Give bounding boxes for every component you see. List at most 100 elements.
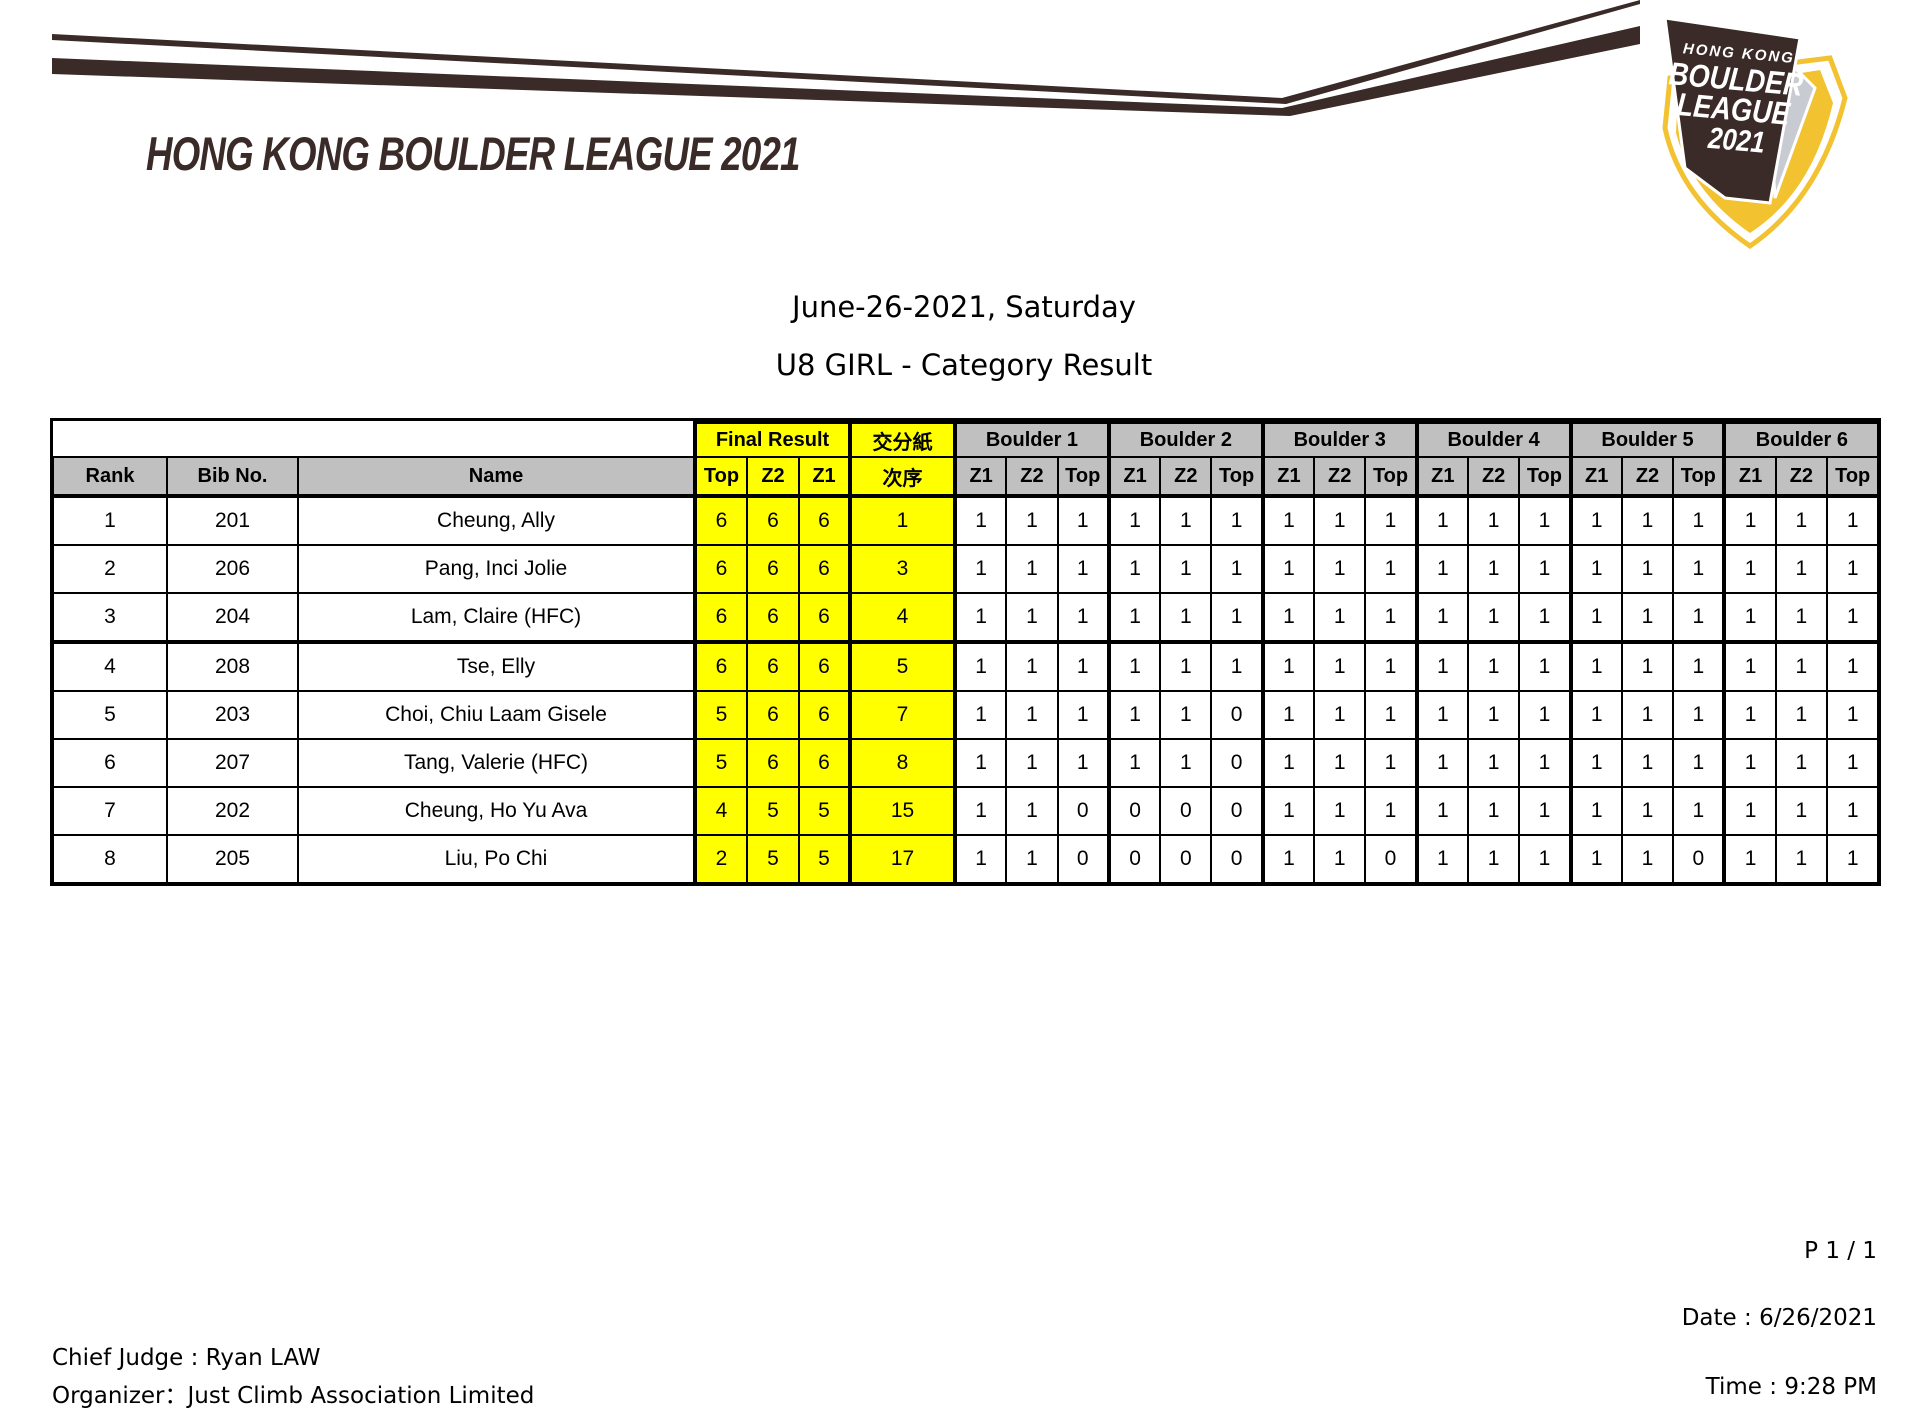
name-cell: Lam, Claire (HFC) xyxy=(297,592,696,644)
final-top-header: Top xyxy=(693,456,748,498)
boulder-score-cell: 0 xyxy=(1364,834,1418,884)
table-row: 7 202 Cheung, Ho Yu Ava 4 5 5 15 1 1 0 0 0 0 1 1 1 1 1 1 1 1… xyxy=(52,786,1880,836)
final-cell: 6 xyxy=(798,641,851,692)
boulder-score-cell: 1 xyxy=(1364,495,1418,546)
boulder-score-cell: 1 xyxy=(1210,544,1264,594)
order-cell: 3 xyxy=(848,544,956,594)
final-cell: 6 xyxy=(746,738,800,788)
boulder-score-cell: 1 xyxy=(952,786,1008,836)
boulder-sub-header: Top xyxy=(1364,456,1418,498)
table-row: 3 204 Lam, Claire (HFC) 6 6 6 4 1 1 1 1 1 1 1 1 1 1 1 1 1 1 1… xyxy=(52,592,1880,644)
boulder-sub-header: Z2 xyxy=(1774,456,1829,498)
bib-cell: 205 xyxy=(166,834,299,884)
bib-cell: 208 xyxy=(166,641,299,692)
boulder-score-cell: 1 xyxy=(1722,786,1777,836)
boulder-score-cell: 1 xyxy=(1260,738,1316,788)
league-logo: HONG KONG BOULDER LEAGUE 2021 xyxy=(1662,16,1848,250)
final-cell: 6 xyxy=(798,495,851,546)
boulder-score-cell: 1 xyxy=(1005,738,1059,788)
boulder-sub-header: Z1 xyxy=(1722,456,1777,498)
boulder-score-cell: 1 xyxy=(952,592,1008,644)
boulder-score-cell: 1 xyxy=(1313,495,1367,546)
table-row: 8 205 Liu, Po Chi 2 5 5 17 1 1 0 0 0 0 1 1 0 1 1 1 1 1 0 1 1 1 xyxy=(52,834,1880,884)
boulder-sub-header: Z2 xyxy=(1159,456,1213,498)
boulder-score-cell: 0 xyxy=(1106,834,1162,884)
name-cell: Pang, Inci Jolie xyxy=(297,544,696,594)
boulder-score-cell: 0 xyxy=(1210,690,1264,740)
final-cell: 6 xyxy=(798,690,851,740)
boulder-score-cell: 1 xyxy=(1106,544,1162,594)
order-cell: 4 xyxy=(848,592,956,644)
boulder-score-cell: 1 xyxy=(1774,690,1829,740)
boulder-score-cell: 1 xyxy=(1159,544,1213,594)
boulder-score-cell: 1 xyxy=(1364,690,1418,740)
boulder-sub-header: Top xyxy=(1672,456,1726,498)
boulder-sub-header: Top xyxy=(1056,456,1110,498)
boulder-score-cell: 1 xyxy=(1313,544,1367,594)
boulder-score-cell: 1 xyxy=(1568,786,1623,836)
boulder-score-cell: 1 xyxy=(952,641,1008,692)
rank-cell: 6 xyxy=(52,738,168,788)
order-cell: 5 xyxy=(848,641,956,692)
final-cell: 6 xyxy=(798,592,851,644)
table-row: 2 206 Pang, Inci Jolie 6 6 6 3 1 1 1 1 1 1 1 1 1 1 1 1 1 1 1 1… xyxy=(52,544,1880,594)
boulder-score-cell: 0 xyxy=(1210,834,1264,884)
boulder-score-cell: 1 xyxy=(1005,834,1059,884)
bib-cell: 204 xyxy=(166,592,299,644)
boulder-score-cell: 1 xyxy=(1414,641,1469,692)
boulder-score-cell: 1 xyxy=(1414,495,1469,546)
boulder-score-cell: 1 xyxy=(1414,834,1469,884)
boulder-score-cell: 1 xyxy=(1620,641,1675,692)
boulder-score-cell: 1 xyxy=(1518,544,1572,594)
final-cell: 6 xyxy=(693,495,748,546)
boulder-score-cell: 1 xyxy=(952,544,1008,594)
boulder-score-cell: 1 xyxy=(1313,834,1367,884)
boulder-score-cell: 1 xyxy=(1005,544,1059,594)
boulder-score-cell: 1 xyxy=(1826,834,1880,884)
rank-cell: 4 xyxy=(52,641,168,692)
boulder-header-3: Boulder 3 xyxy=(1260,420,1418,458)
final-cell: 6 xyxy=(746,690,800,740)
boulder-score-cell: 1 xyxy=(1313,690,1367,740)
boulder-score-cell: 1 xyxy=(1210,641,1264,692)
boulder-score-cell: 0 xyxy=(1106,786,1162,836)
boulder-score-cell: 1 xyxy=(1620,592,1675,644)
bib-cell: 203 xyxy=(166,690,299,740)
print-time: Time : 9:28 PM xyxy=(1705,1374,1877,1400)
final-cell: 6 xyxy=(693,641,748,692)
boulder-sub-header: Top xyxy=(1518,456,1572,498)
boulder-score-cell: 1 xyxy=(1260,690,1316,740)
boulder-score-cell: 1 xyxy=(952,834,1008,884)
boulder-score-cell: 1 xyxy=(1774,544,1829,594)
boulder-score-cell: 1 xyxy=(1672,544,1726,594)
boulder-score-cell: 1 xyxy=(1672,738,1726,788)
boulder-score-cell: 1 xyxy=(1672,786,1726,836)
final-cell: 6 xyxy=(746,641,800,692)
boulder-score-cell: 1 xyxy=(1313,738,1367,788)
boulder-score-cell: 1 xyxy=(1364,786,1418,836)
boulder-score-cell: 1 xyxy=(1568,834,1623,884)
final-z2-header: Z2 xyxy=(746,456,800,498)
boulder-score-cell: 1 xyxy=(1568,641,1623,692)
boulder-score-cell: 1 xyxy=(1159,592,1213,644)
boulder-score-cell: 1 xyxy=(1313,641,1367,692)
boulder-header-2: Boulder 2 xyxy=(1106,420,1264,458)
boulder-score-cell: 1 xyxy=(1210,495,1264,546)
event-date: June-26-2021, Saturday xyxy=(792,290,1136,324)
category-title: U8 GIRL - Category Result xyxy=(775,348,1153,382)
bib-cell: 201 xyxy=(166,495,299,546)
boulder-header-1: Boulder 1 xyxy=(953,420,1110,458)
boulder-score-cell: 1 xyxy=(1722,592,1777,644)
final-cell: 5 xyxy=(693,738,748,788)
boulder-score-cell: 1 xyxy=(1620,495,1675,546)
boulder-score-cell: 1 xyxy=(1672,641,1726,692)
boulder-score-cell: 1 xyxy=(1159,690,1213,740)
boulder-score-cell: 1 xyxy=(1774,738,1829,788)
boulder-score-cell: 1 xyxy=(1672,690,1726,740)
boulder-sub-header: Z2 xyxy=(1005,456,1059,498)
boulder-score-cell: 1 xyxy=(1106,738,1162,788)
boulder-score-cell: 1 xyxy=(1466,690,1521,740)
final-cell: 5 xyxy=(746,834,800,884)
boulder-score-cell: 0 xyxy=(1159,834,1213,884)
table-row: 5 203 Choi, Chiu Laam Gisele 5 6 6 7 1 1 1 1 1 0 1 1 1 1… xyxy=(52,690,1880,740)
